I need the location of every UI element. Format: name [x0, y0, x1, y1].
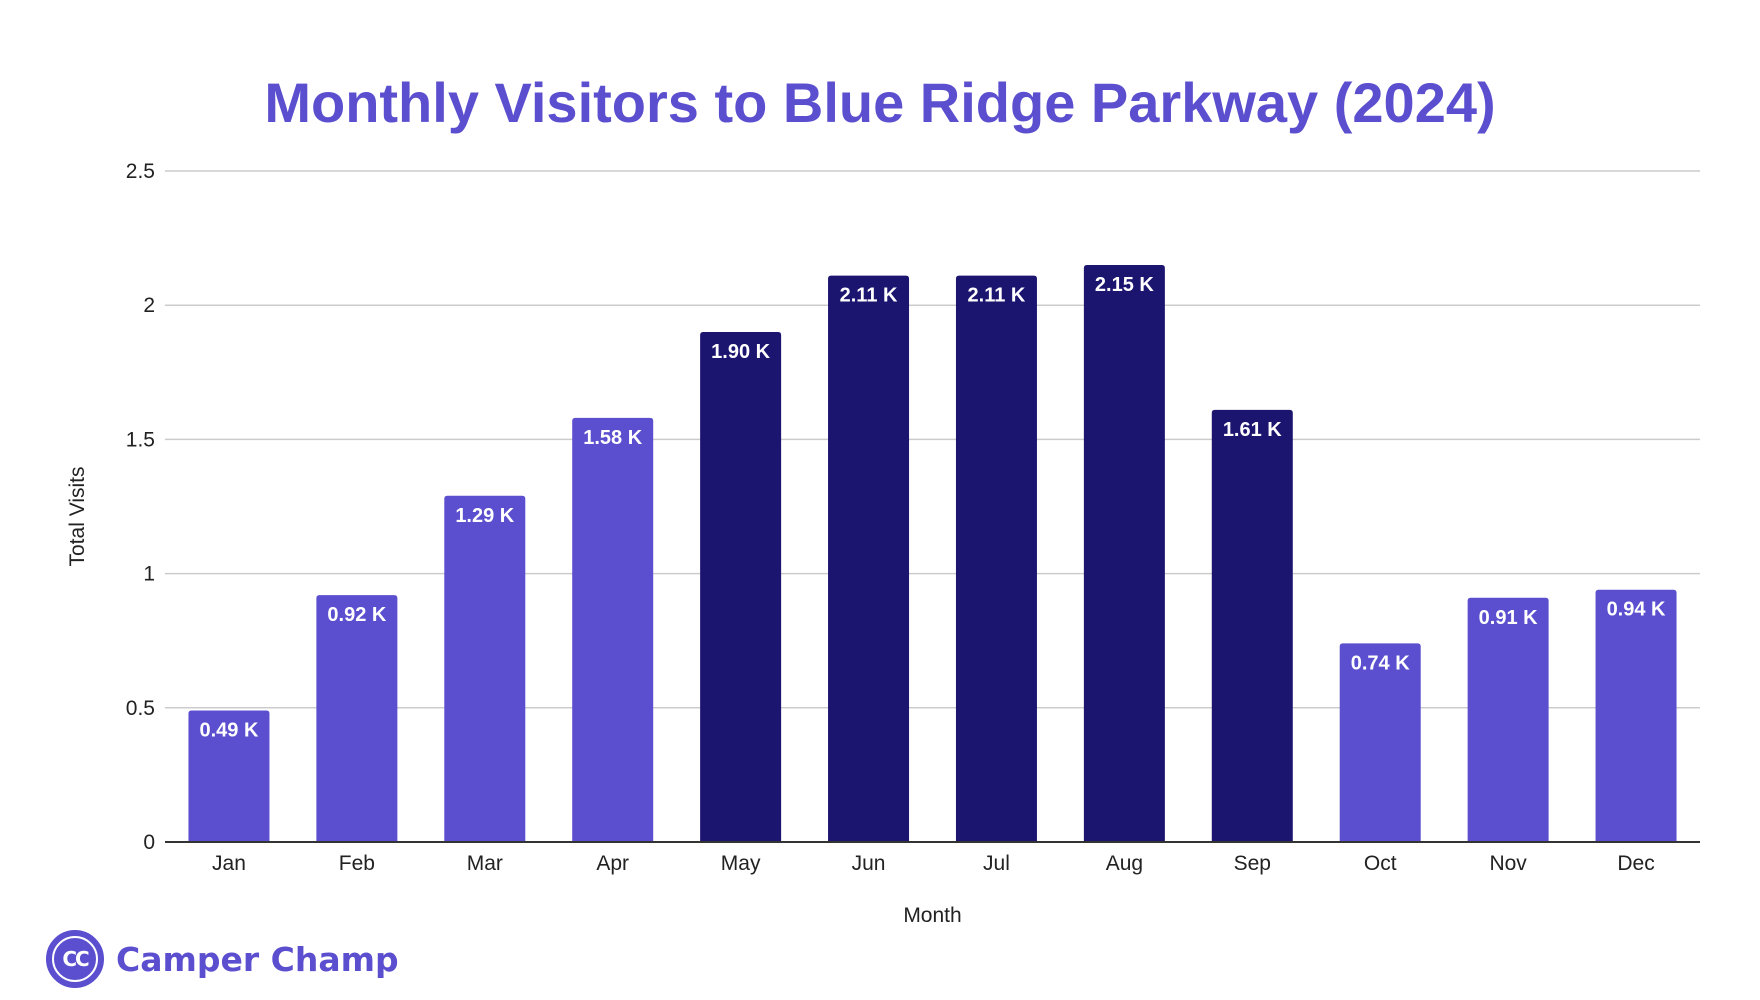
x-tick-label: Sep	[1234, 852, 1271, 875]
x-tick-label: May	[721, 852, 761, 875]
bar-apr	[572, 417, 654, 842]
data-label: 1.90 K	[711, 341, 770, 363]
bar-jun	[828, 275, 910, 842]
bar-oct	[1339, 643, 1421, 842]
x-tick-label: Aug	[1106, 852, 1143, 875]
chart-title: Monthly Visitors to Blue Ridge Parkway (…	[264, 71, 1496, 134]
data-label: 0.49 K	[199, 719, 258, 741]
bar-mar	[444, 495, 526, 842]
data-label: 2.15 K	[1095, 274, 1154, 296]
data-label: 0.92 K	[327, 604, 386, 626]
x-tick-label: Jun	[852, 852, 886, 875]
x-tick-label: Feb	[339, 852, 375, 875]
x-tick-label: Jul	[983, 852, 1010, 875]
x-axis-ticks: Jan Feb Mar Apr May Jun Jul Aug Sep Oct Nov Dec	[212, 852, 1655, 875]
brand-logo-icon: CC	[46, 930, 104, 988]
bar-may	[700, 332, 782, 842]
bars	[188, 264, 1677, 842]
bar-jan	[188, 710, 270, 842]
y-tick-label: 0	[143, 831, 155, 854]
bar-dec	[1595, 589, 1677, 842]
data-label: 0.94 K	[1607, 599, 1666, 621]
data-labels: 0.49 K 0.92 K 1.29 K 1.58 K 1.90 K 2.11 K 2.11…	[199, 274, 1666, 742]
x-tick-label: Jan	[212, 852, 246, 875]
data-label: 1.29 K	[455, 505, 514, 527]
y-tick-label: 1.5	[126, 428, 155, 451]
y-tick-label: 0.5	[126, 697, 155, 720]
x-tick-label: Mar	[467, 852, 503, 875]
y-tick-label: 1	[143, 563, 155, 586]
bar-nov	[1467, 597, 1549, 842]
y-axis-ticks: 0 0.5 1 1.5 2 2.5	[126, 160, 155, 854]
y-axis-title: Total Visits	[66, 467, 89, 567]
data-label: 0.91 K	[1479, 607, 1538, 629]
data-label: 1.61 K	[1223, 419, 1282, 441]
x-tick-label: Nov	[1489, 852, 1527, 875]
y-tick-label: 2.5	[126, 160, 155, 183]
brand-footer: CC Camper Champ	[46, 926, 399, 992]
data-label: 0.74 K	[1351, 652, 1410, 674]
bar-sep	[1211, 409, 1293, 842]
x-tick-label: Apr	[596, 852, 629, 875]
x-tick-label: Dec	[1617, 852, 1654, 875]
x-tick-label: Oct	[1364, 852, 1397, 875]
bar-aug	[1083, 264, 1165, 842]
data-label: 1.58 K	[583, 427, 642, 449]
x-axis-title: Month	[903, 904, 961, 927]
gridlines	[165, 170, 1700, 709]
y-tick-label: 2	[143, 294, 155, 317]
bar-jul	[955, 275, 1037, 842]
data-label: 2.11 K	[840, 285, 898, 307]
data-label: 2.11 K	[968, 285, 1026, 307]
brand-name: Camper Champ	[116, 939, 399, 979]
brand-logo-text: CC	[52, 936, 98, 982]
bar-feb	[316, 595, 398, 842]
